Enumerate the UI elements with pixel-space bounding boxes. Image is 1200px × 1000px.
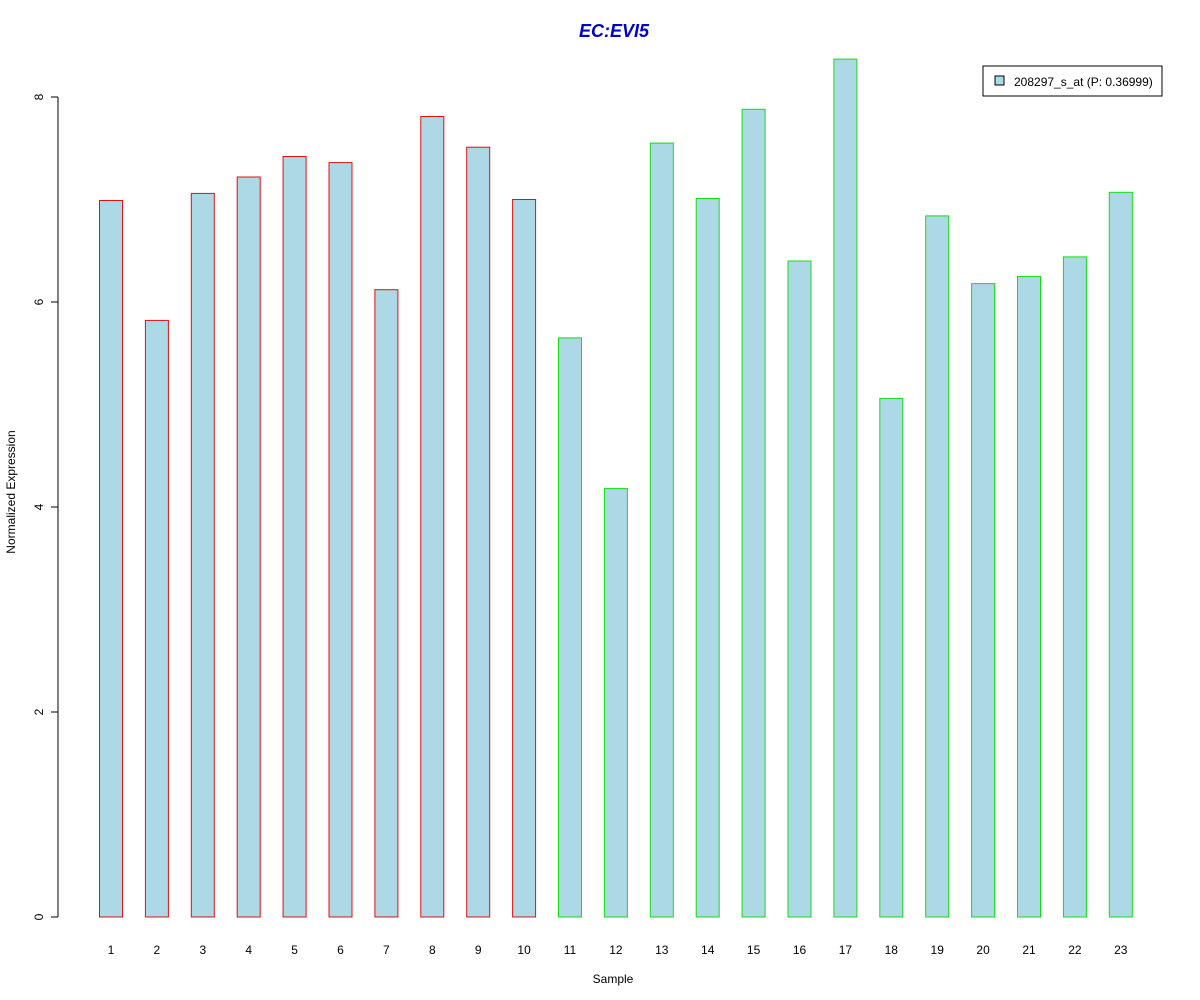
x-tick-label-15: 15 <box>747 943 761 957</box>
bar-sample-18 <box>879 397 904 918</box>
bar-sample-15 <box>741 108 766 918</box>
x-tick-label-7: 7 <box>383 943 390 957</box>
bar-sample-10 <box>512 199 537 918</box>
bar-sample-17 <box>833 58 858 918</box>
x-tick-label-2: 2 <box>154 943 161 957</box>
x-tick-label-18: 18 <box>885 943 899 957</box>
x-tick-label-8: 8 <box>429 943 436 957</box>
bar-sample-9 <box>466 146 491 918</box>
bar-sample-5 <box>282 156 307 918</box>
x-tick-label-12: 12 <box>609 943 623 957</box>
x-tick-label-10: 10 <box>517 943 531 957</box>
y-axis-title: Normalized Expression <box>4 430 18 553</box>
bar-sample-21 <box>1017 275 1041 918</box>
x-tick-label-20: 20 <box>976 943 990 957</box>
x-tick-label-1: 1 <box>108 943 115 957</box>
x-tick-label-17: 17 <box>839 943 853 957</box>
bar-sample-13 <box>649 142 674 918</box>
bar-sample-3 <box>190 192 215 918</box>
x-tick-label-23: 23 <box>1114 943 1128 957</box>
bar-sample-20 <box>971 283 996 918</box>
bar-sample-22 <box>1062 256 1087 918</box>
bar-sample-7 <box>374 289 399 918</box>
legend-box <box>982 65 1163 97</box>
x-tick-label-22: 22 <box>1068 943 1082 957</box>
x-tick-label-21: 21 <box>1022 943 1036 957</box>
bar-sample-11 <box>558 337 582 918</box>
bar-sample-8 <box>420 116 445 918</box>
chart-title: EC:EVI5 <box>579 21 650 41</box>
x-tick-label-11: 11 <box>564 943 577 957</box>
legend-swatch <box>994 75 1005 86</box>
bar-sample-23 <box>1108 191 1133 918</box>
bar-sample-12 <box>603 488 628 918</box>
x-tick-label-16: 16 <box>793 943 807 957</box>
x-tick-labels: 1 2 3 4 5 6 7 8 9 10 11 12 13 14 15 16 17 18 19 20 21 22 23 <box>108 943 1128 957</box>
bar-sample-16 <box>787 260 812 918</box>
bar-sample-6 <box>328 162 353 918</box>
bars-group <box>99 58 1133 918</box>
y-tick-label-6: 6 <box>32 298 46 305</box>
bar-sample-2 <box>144 319 169 918</box>
x-tick-label-6: 6 <box>337 943 344 957</box>
x-tick-label-19: 19 <box>931 943 945 957</box>
x-tick-label-14: 14 <box>701 943 715 957</box>
x-axis-title: Sample <box>593 972 634 986</box>
y-tick-label-0: 0 <box>32 913 46 920</box>
x-tick-label-9: 9 <box>475 943 482 957</box>
y-tick-label-2: 2 <box>32 708 46 715</box>
legend: 208297_s_at (P: 0.36999) <box>982 65 1163 97</box>
x-tick-label-5: 5 <box>291 943 298 957</box>
legend-label: 208297_s_at (P: 0.36999) <box>1014 75 1153 89</box>
x-tick-label-4: 4 <box>245 943 252 957</box>
bar-sample-19 <box>925 215 950 918</box>
bar-sample-4 <box>236 176 261 918</box>
x-tick-label-13: 13 <box>655 943 669 957</box>
bar-sample-1 <box>99 200 123 918</box>
y-tick-label-8: 8 <box>32 93 46 100</box>
bar-sample-14 <box>695 198 720 918</box>
y-tick-label-4: 4 <box>32 503 46 510</box>
y-axis: 0 2 4 6 8 <box>32 93 59 920</box>
x-tick-label-3: 3 <box>199 943 206 957</box>
